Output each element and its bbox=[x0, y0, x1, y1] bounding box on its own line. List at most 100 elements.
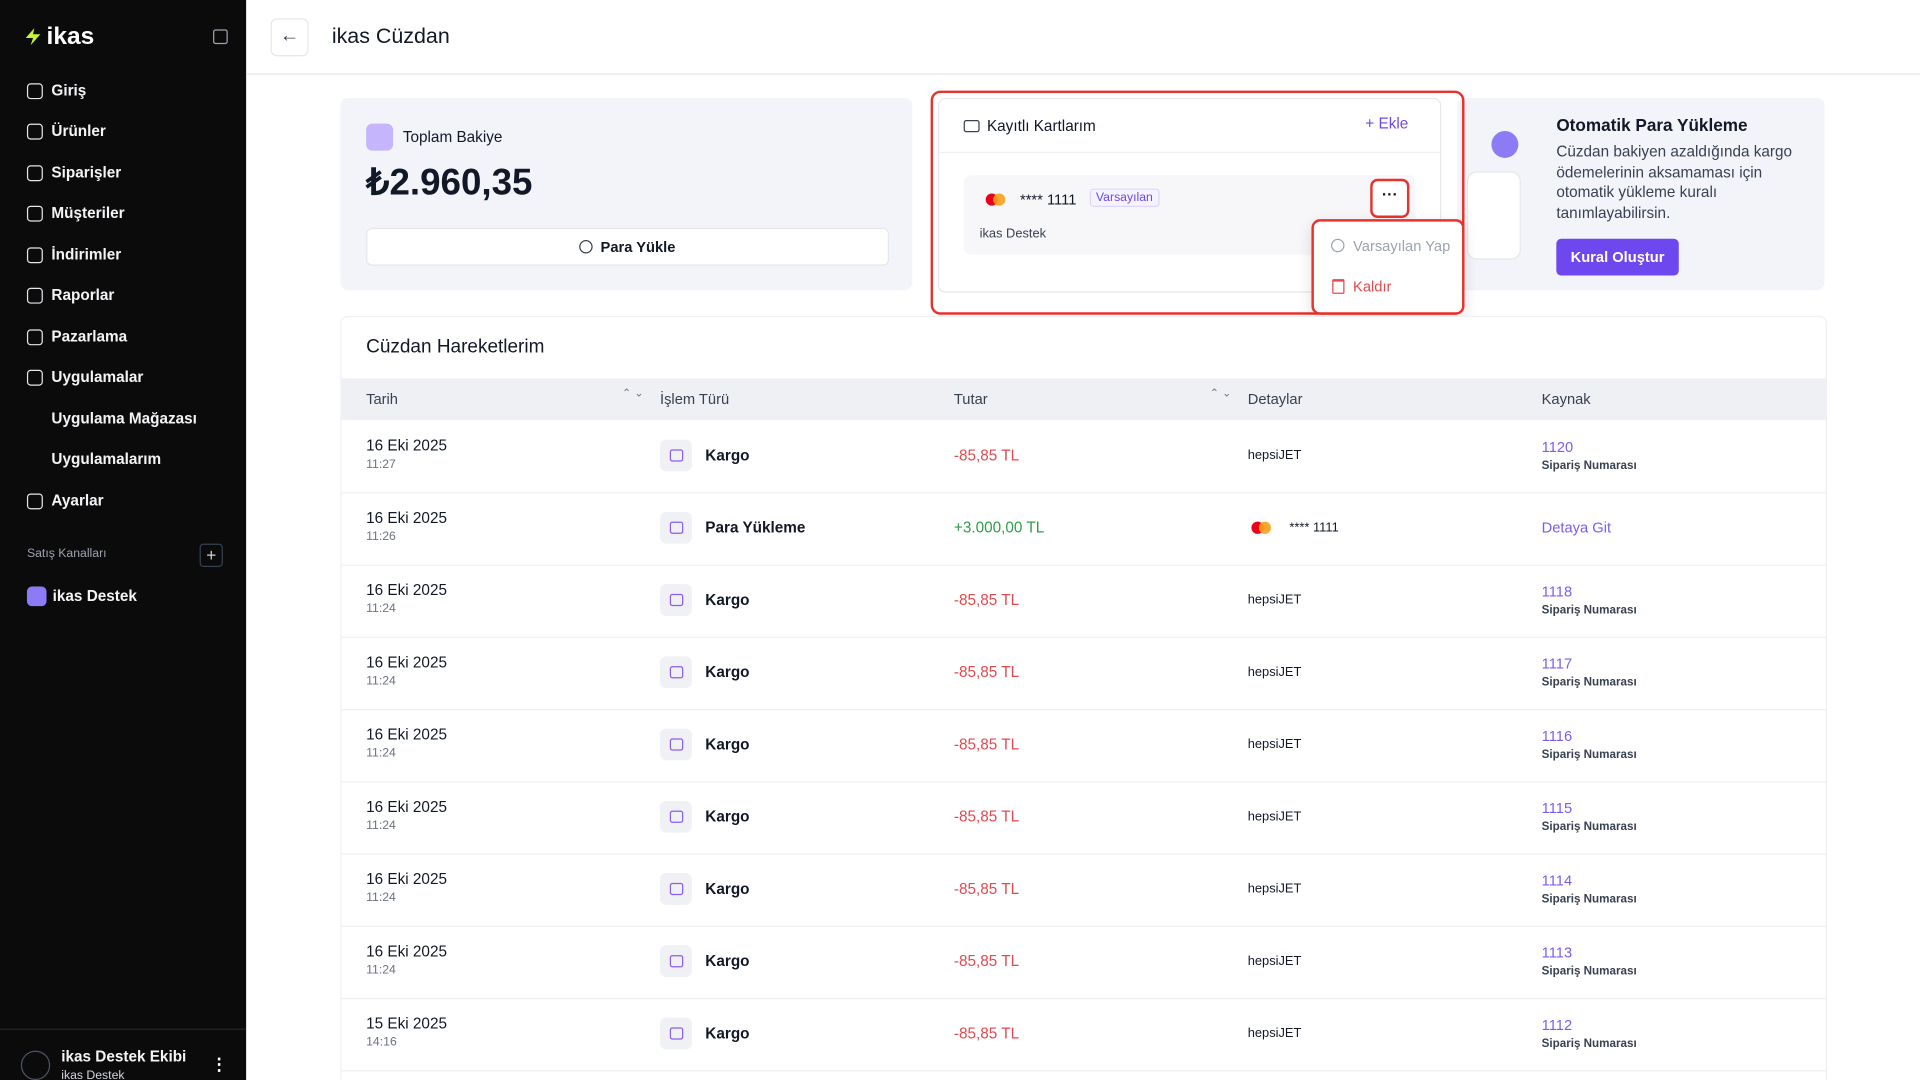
source[interactable]: 1114 bbox=[1541, 871, 1573, 889]
source[interactable]: 1118 bbox=[1541, 582, 1573, 601]
amount: -85,85 TL bbox=[953, 1024, 1020, 1043]
date: 16 Eki 2025 bbox=[366, 653, 447, 672]
amount: -85,85 TL bbox=[953, 446, 1020, 465]
nav-icon bbox=[26, 205, 43, 222]
source-sub: Sipariş Numarası bbox=[1541, 603, 1637, 618]
type-icon bbox=[660, 439, 692, 472]
type-icon bbox=[660, 656, 692, 689]
source[interactable]: 1112 bbox=[1541, 1016, 1573, 1034]
source[interactable]: 1117 bbox=[1541, 655, 1573, 673]
date: 15 Eki 2025 bbox=[366, 1015, 447, 1033]
page-title: ikas Cüzdan bbox=[331, 23, 450, 48]
time: 11:24 bbox=[366, 891, 396, 905]
date: 16 Eki 2025 bbox=[366, 437, 447, 455]
date: 16 Eki 2025 bbox=[366, 942, 447, 961]
nav-icon bbox=[26, 369, 43, 386]
nav-icon bbox=[26, 287, 43, 304]
nav-item[interactable]: Ayarlar bbox=[51, 492, 104, 510]
logo: ikas bbox=[46, 23, 95, 51]
nav-item[interactable]: Uygulama Mağazası bbox=[51, 410, 197, 428]
time: 14:16 bbox=[366, 1035, 397, 1050]
source[interactable]: 1115 bbox=[1541, 799, 1573, 817]
nav-item[interactable]: Siparişler bbox=[51, 164, 122, 182]
detail: hepsiJET bbox=[1247, 737, 1302, 752]
source-sub: Sipariş Numarası bbox=[1541, 964, 1637, 979]
sort-icon[interactable]: ⌃ ⌄ bbox=[622, 386, 644, 400]
type: Kargo bbox=[705, 808, 750, 826]
date: 16 Eki 2025 bbox=[366, 509, 447, 527]
check-icon bbox=[1331, 238, 1345, 253]
illustration bbox=[1491, 131, 1519, 158]
nav-item[interactable]: Uygulamalarım bbox=[51, 450, 162, 468]
nav-item[interactable]: İndirimler bbox=[51, 246, 122, 264]
user-menu[interactable]: ⋮ bbox=[210, 1054, 228, 1074]
sort-icon[interactable]: ⌃ ⌄ bbox=[1209, 386, 1232, 400]
nav-item[interactable]: Pazarlama bbox=[51, 328, 128, 346]
table-title: Cüzdan Hareketlerim bbox=[366, 336, 545, 358]
time: 11:24 bbox=[366, 819, 396, 833]
collapse-button[interactable] bbox=[213, 29, 228, 45]
detail: hepsiJET bbox=[1247, 809, 1302, 825]
nav-icon bbox=[26, 329, 43, 346]
nav-item[interactable]: Ürünler bbox=[51, 122, 106, 140]
type-icon bbox=[660, 1017, 692, 1050]
channel[interactable]: ikas Destek bbox=[52, 587, 137, 605]
add-channel[interactable]: + bbox=[199, 543, 223, 567]
detail: hepsiJET bbox=[1247, 881, 1302, 897]
nav-icon bbox=[26, 83, 43, 100]
create-rule-button[interactable]: Kural Oluştur bbox=[1556, 238, 1679, 276]
nav-icon bbox=[26, 123, 43, 140]
type-icon bbox=[660, 728, 692, 761]
source[interactable]: Detaya Git bbox=[1541, 519, 1612, 537]
amount: +3.000,00 TL bbox=[953, 519, 1045, 537]
menu-item[interactable]: Varsayılan Yap bbox=[1353, 237, 1451, 255]
trash-icon bbox=[1332, 279, 1345, 294]
table-row: 16 Eki 2025 11:24 Kargo -85,85 TL hepsiJET 11… bbox=[341, 853, 1826, 927]
user-org: ikas Destek bbox=[61, 1068, 125, 1080]
highlight bbox=[930, 90, 1465, 315]
divider bbox=[939, 151, 1441, 154]
nav-icon bbox=[26, 247, 43, 264]
add-card[interactable]: + Ekle bbox=[1365, 115, 1409, 133]
type: Kargo bbox=[705, 1024, 750, 1043]
nav-item[interactable]: Raporlar bbox=[51, 286, 115, 304]
sidebar: ikas Giriş Ürünler Siparişler Müşteriler İnd… bbox=[0, 0, 247, 1080]
time: 11:24 bbox=[366, 746, 396, 761]
menu-item[interactable]: Kaldır bbox=[1353, 277, 1392, 296]
card-icon bbox=[963, 120, 980, 133]
time: 11:24 bbox=[366, 674, 396, 689]
amount: -85,85 TL bbox=[953, 735, 1020, 754]
date: 16 Eki 2025 bbox=[366, 870, 447, 888]
topup-button[interactable]: Para Yükle bbox=[366, 227, 889, 266]
autoload-title: Otomatik Para Yükleme bbox=[1556, 115, 1748, 135]
source[interactable]: 1116 bbox=[1541, 727, 1573, 745]
type-icon bbox=[660, 945, 692, 978]
source[interactable]: 1113 bbox=[1541, 944, 1573, 962]
source[interactable]: 1120 bbox=[1541, 438, 1574, 456]
type: Kargo bbox=[705, 591, 750, 609]
card-menu-button[interactable]: ··· bbox=[1370, 178, 1410, 218]
table-row: 16 Eki 2025 11:24 Kargo -85,85 TL hepsiJET 11… bbox=[341, 926, 1826, 1000]
source-sub: Sipariş Numarası bbox=[1541, 675, 1637, 690]
user-name: ikas Destek Ekibi bbox=[61, 1048, 187, 1066]
back-button[interactable]: ← bbox=[270, 18, 309, 57]
amount: -85,85 TL bbox=[953, 663, 1020, 681]
channel-icon bbox=[26, 586, 47, 607]
nav-item[interactable]: Giriş bbox=[51, 82, 87, 100]
table-header: Tarih ⌃ ⌄ İşlem Türü Tutar ⌃ ⌄ Detaylar Kaynak bbox=[341, 378, 1826, 421]
detail: hepsiJET bbox=[1247, 592, 1302, 608]
table-row: 16 Eki 2025 11:27 Kargo -85,85 TL hepsiJET 11… bbox=[341, 420, 1826, 494]
nav-icon bbox=[26, 493, 43, 510]
card-menu: Varsayılan Yap Kaldır bbox=[1311, 219, 1465, 315]
nav-item[interactable]: Uygulamalar bbox=[51, 368, 144, 386]
nav-item[interactable]: Müşteriler bbox=[51, 204, 125, 222]
balance-card: Toplam Bakiye ₺2.960,35 Para Yükle bbox=[340, 97, 913, 291]
time: 11:24 bbox=[366, 963, 396, 978]
type: Kargo bbox=[705, 952, 750, 970]
source-sub: Sipariş Numarası bbox=[1541, 748, 1637, 762]
amount: -85,85 TL bbox=[953, 952, 1020, 970]
logo-icon bbox=[25, 28, 41, 46]
source-sub: Sipariş Numarası bbox=[1541, 820, 1637, 834]
time: 11:26 bbox=[366, 530, 396, 544]
